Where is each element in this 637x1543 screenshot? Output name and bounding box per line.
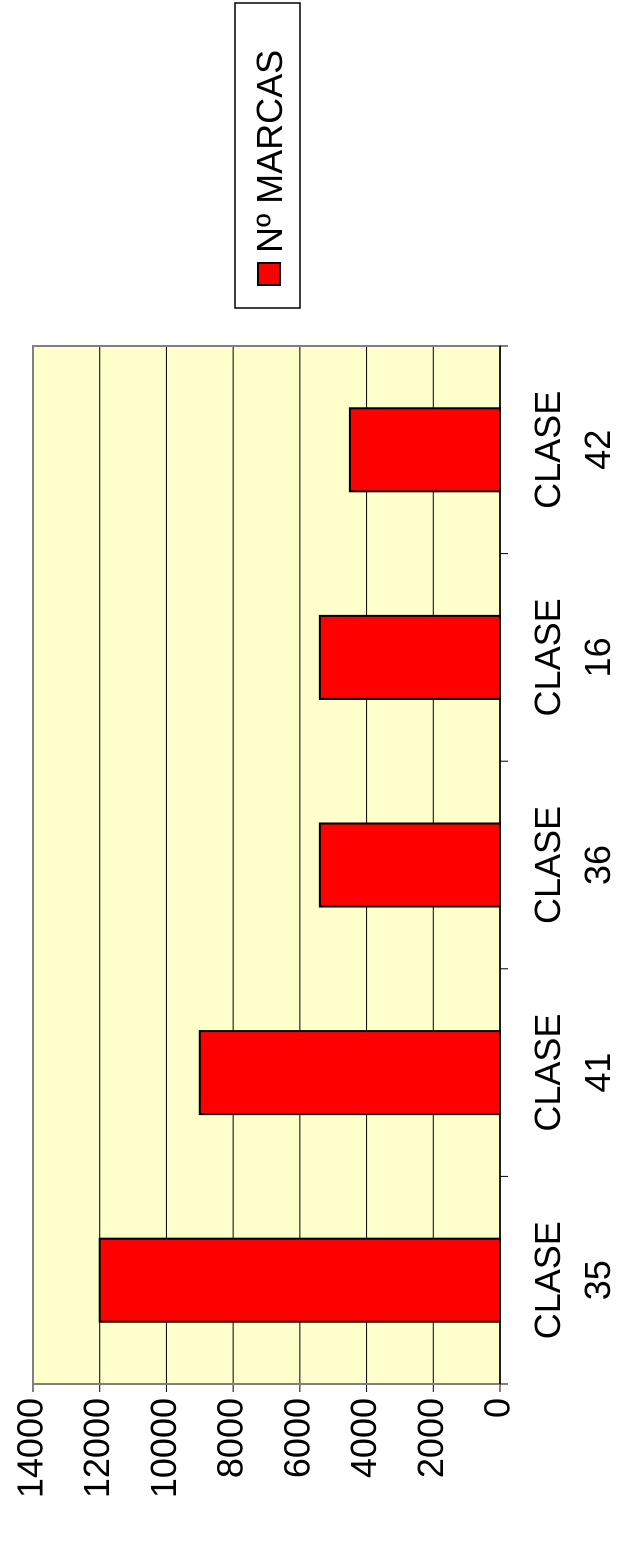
y-tick-label: 4000 bbox=[343, 1398, 384, 1478]
y-tick-label: 12000 bbox=[76, 1398, 117, 1498]
x-tick-label: CLASE 41 bbox=[527, 1014, 618, 1132]
rotated-chart: 0 2000 4000 6000 8000 10000 12000 14000 CLASE 35 C… bbox=[10, 2, 618, 1498]
y-tick-label: 2000 bbox=[410, 1398, 451, 1478]
x-tick-label: CLASE 35 bbox=[527, 1221, 618, 1339]
x-tick-label: CLASE 16 bbox=[527, 598, 618, 716]
x-tick-label: CLASE 42 bbox=[527, 391, 618, 509]
y-tick-label: 6000 bbox=[276, 1398, 317, 1478]
y-tick-label: 0 bbox=[477, 1398, 518, 1418]
y-tick-label: 8000 bbox=[210, 1398, 251, 1478]
y-tick-label: 14000 bbox=[10, 1398, 51, 1498]
bar bbox=[198, 1030, 502, 1116]
bar bbox=[318, 614, 501, 700]
bar bbox=[348, 407, 501, 493]
legend-box bbox=[234, 2, 301, 309]
bar bbox=[318, 822, 501, 908]
bar bbox=[98, 1237, 501, 1323]
legend-swatch bbox=[257, 262, 281, 286]
x-tick-label: CLASE 36 bbox=[527, 806, 618, 924]
y-tick-label: 10000 bbox=[143, 1398, 184, 1498]
plot-area bbox=[33, 346, 500, 1384]
legend-label: Nº MARCAS bbox=[249, 50, 290, 253]
